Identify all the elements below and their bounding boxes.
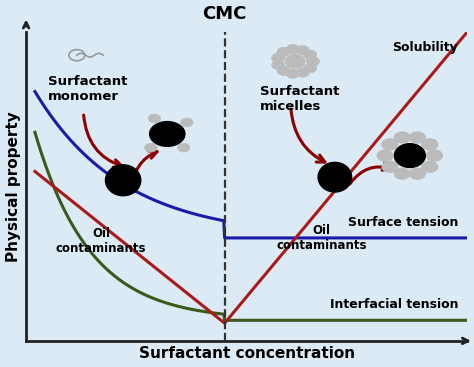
- Text: CMC: CMC: [202, 5, 247, 23]
- X-axis label: Surfactant concentration: Surfactant concentration: [138, 346, 355, 361]
- Text: Surfactant
monomer: Surfactant monomer: [48, 75, 128, 103]
- Circle shape: [178, 143, 190, 152]
- Circle shape: [303, 63, 317, 73]
- Circle shape: [181, 118, 193, 127]
- Circle shape: [422, 161, 438, 172]
- Circle shape: [306, 57, 319, 66]
- Circle shape: [286, 69, 299, 78]
- Circle shape: [145, 143, 157, 152]
- Circle shape: [422, 139, 438, 150]
- Circle shape: [303, 50, 317, 59]
- Circle shape: [285, 55, 305, 68]
- Text: Surface tension: Surface tension: [348, 216, 458, 229]
- Circle shape: [427, 150, 442, 161]
- Ellipse shape: [394, 144, 425, 167]
- Text: Oil
contaminants: Oil contaminants: [56, 226, 146, 255]
- Text: Surfactant
micelles: Surfactant micelles: [260, 84, 339, 113]
- Ellipse shape: [106, 165, 141, 196]
- Circle shape: [148, 114, 161, 123]
- Circle shape: [382, 139, 398, 150]
- Circle shape: [296, 46, 309, 55]
- Circle shape: [296, 68, 309, 77]
- Y-axis label: Physical property: Physical property: [6, 111, 20, 262]
- Ellipse shape: [318, 162, 352, 192]
- Text: Solubility: Solubility: [392, 41, 458, 54]
- Circle shape: [394, 168, 410, 179]
- Circle shape: [277, 47, 290, 57]
- Text: Oil
contaminants: Oil contaminants: [276, 224, 367, 251]
- Circle shape: [286, 44, 299, 54]
- Text: Interfacial tension: Interfacial tension: [330, 298, 458, 312]
- Circle shape: [150, 121, 185, 146]
- Circle shape: [382, 161, 398, 172]
- Circle shape: [410, 168, 425, 179]
- Circle shape: [410, 132, 425, 143]
- Circle shape: [272, 60, 285, 69]
- Circle shape: [277, 66, 290, 75]
- Circle shape: [272, 53, 285, 62]
- Circle shape: [377, 150, 393, 161]
- Circle shape: [394, 132, 410, 143]
